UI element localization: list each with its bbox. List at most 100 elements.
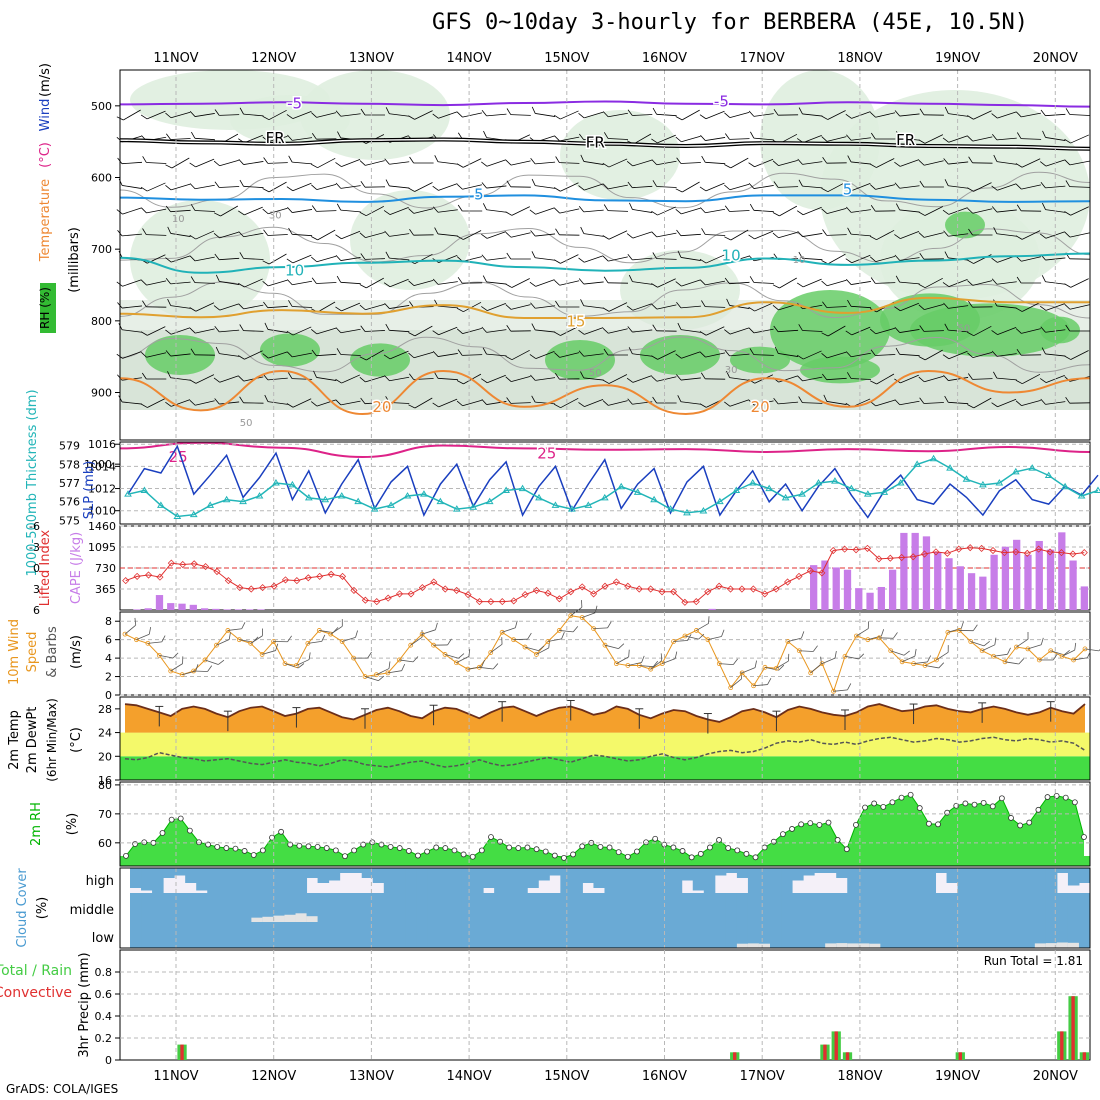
rh-marker [196, 839, 202, 846]
wind-barb-shaft [219, 159, 239, 167]
precip-tick-label: 0.4 [95, 1010, 113, 1023]
cloud-middle-cell [284, 914, 297, 922]
wind-barb-shaft [267, 329, 288, 333]
wind-barb [821, 279, 847, 287]
wind-barb [434, 371, 458, 381]
wind-barb [286, 111, 312, 119]
date-label-bottom: 16NOV [642, 1069, 687, 1084]
wind-barb [700, 279, 726, 286]
wind-barb [311, 327, 337, 335]
wind-barb-flag [845, 330, 853, 336]
surface-wind-barb [764, 664, 785, 671]
cape-bar [832, 567, 840, 610]
wind-barb-shaft [292, 306, 313, 308]
cloud-high-cell [130, 868, 142, 888]
wind-speed-marker [819, 661, 825, 667]
cloud-cell [692, 893, 705, 948]
temp-line [124, 703, 1086, 723]
wind-barb [944, 179, 969, 189]
wind-barb-flag [967, 187, 974, 192]
cape-tick-label: 1460 [88, 520, 116, 533]
wind-barb-flag [627, 326, 633, 333]
surface-wind-barb-flag [708, 616, 710, 624]
cloud-high-cell [306, 868, 319, 878]
precip-convective-bar [1071, 996, 1075, 1060]
surface-wind-barb-flag [401, 663, 406, 671]
cloud-high-cell [328, 868, 341, 881]
wind-barb [628, 347, 653, 357]
wind-barb-flag [1015, 235, 1023, 240]
wind-barb-flag [190, 348, 196, 356]
wind-barb-flag [385, 179, 390, 187]
lifted-index-marker [932, 548, 940, 556]
wind-barb [165, 255, 191, 263]
cloud-high-cell [240, 868, 252, 893]
contour-label: 5 [474, 186, 484, 204]
wind-speed-marker [728, 685, 734, 691]
rh-marker [935, 821, 941, 828]
wind-barb [1065, 108, 1090, 116]
wind-barb [311, 184, 337, 190]
wind-barb [773, 181, 799, 188]
surface-wind-barb-flag [628, 649, 630, 657]
wind-barb-flag [578, 329, 585, 335]
surface-wind-barb-shaft [524, 646, 539, 652]
contour-label: 30 [269, 210, 282, 221]
wind-barb [165, 111, 191, 119]
wind-barb [189, 110, 215, 117]
wind-barb-flag [262, 260, 270, 265]
cloud-cell [703, 893, 716, 948]
surface-wind-barb-shaft [821, 657, 836, 665]
rh-marker [442, 845, 449, 851]
surface-wind-barb-shaft [684, 635, 699, 640]
wind-barb-shaft [413, 280, 434, 286]
wind-barb-shaft [340, 354, 361, 356]
surface-wind-barb [559, 626, 579, 633]
wind-barb-shaft [560, 326, 579, 336]
thickness-marker [831, 477, 839, 484]
wind-barb-shaft [632, 231, 652, 239]
wind-barb [481, 109, 507, 117]
surface-wind-barb-flag [298, 663, 305, 669]
lifted-index-marker [133, 572, 141, 580]
wind-barb [580, 226, 604, 237]
wind-barb-shaft [632, 329, 653, 333]
surface-wind-barb [890, 650, 910, 656]
wind-barb-flag [481, 233, 488, 239]
wind-barb-shaft [681, 351, 701, 359]
wind-barb [894, 302, 920, 312]
run-total-label: Run Total = 1.81 [984, 954, 1083, 968]
wind-barb-shaft [170, 138, 191, 140]
cloud-cell [185, 893, 197, 948]
rh-high-shading [640, 335, 720, 375]
surface-wind-barb [399, 656, 419, 663]
wind-barb-flag [724, 164, 731, 169]
wind-barb [383, 350, 409, 360]
wind-barb [919, 108, 944, 116]
surface-wind-barb [639, 660, 659, 668]
cape-tick-label: 730 [95, 562, 116, 575]
wind-barb-shaft [559, 136, 580, 142]
wind-barb-flag [262, 188, 270, 193]
cloud-cell [339, 893, 352, 948]
wind-barb [894, 110, 920, 117]
wind-barb-flag [991, 402, 998, 408]
wind-barb-flag [798, 251, 803, 259]
wind-barb-shaft [996, 377, 1017, 381]
wind-barb-flag [967, 115, 974, 120]
wind-barb [796, 278, 822, 288]
wind-barb [724, 399, 750, 407]
surface-wind-barb-shaft [159, 654, 174, 659]
wind-barb-shaft [681, 207, 701, 215]
wind-barb-flag [286, 403, 294, 408]
wind-barb [822, 229, 847, 236]
cloud-low-cell [758, 943, 771, 948]
cloud-cell [902, 893, 914, 948]
surface-wind-barb-shaft [1004, 661, 1019, 665]
wind-barb-flag [432, 185, 439, 191]
wind-barb-shaft [583, 353, 604, 357]
wind-barb [580, 154, 604, 165]
wind-barb-flag [918, 232, 925, 238]
wind-barb-shaft [123, 109, 141, 121]
surface-wind-barb-flag [228, 632, 231, 640]
